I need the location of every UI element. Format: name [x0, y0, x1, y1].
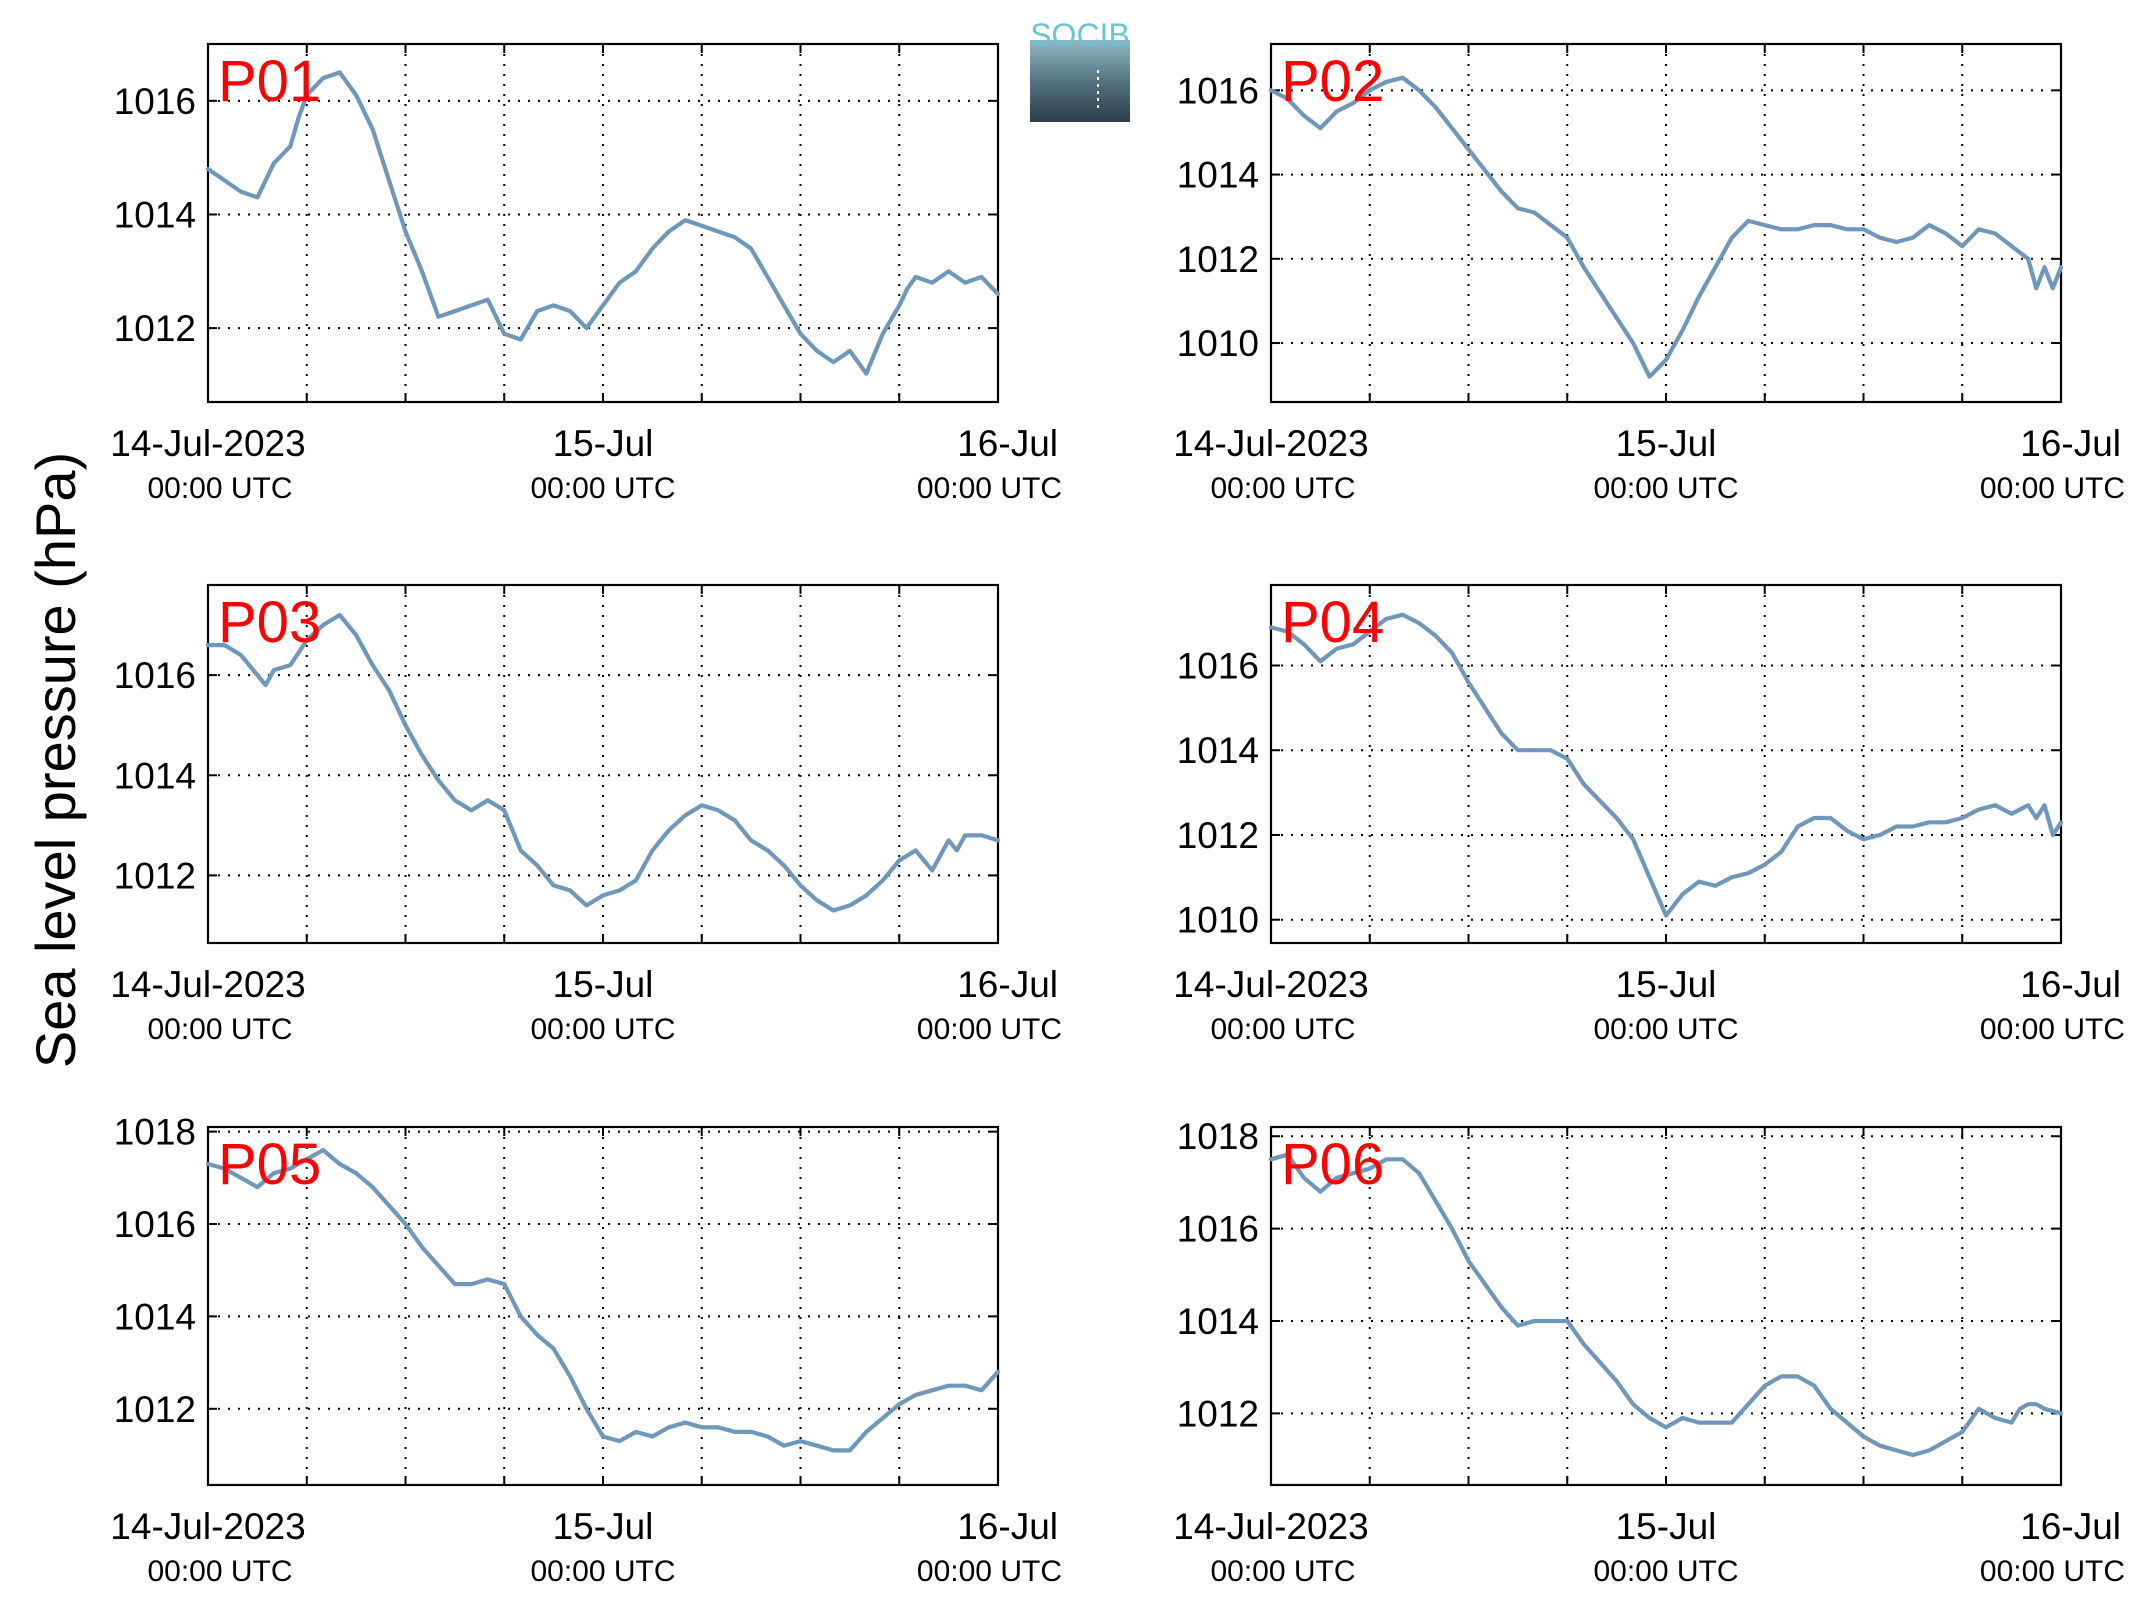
x-tick-label: 16-Jul: [2020, 1506, 2121, 1547]
x-tick-label: 14-Jul-2023: [1173, 964, 1368, 1005]
panel-p03: 1012 1014 1016 14-Jul-2023 00:00 UTC 15-Jul 00…: [110, 583, 1062, 1046]
plot-area-p05: [206, 1125, 1000, 1487]
y-tick-label: 1016: [114, 1204, 196, 1245]
y-tick-label: 1012: [1177, 239, 1259, 280]
x-tick-label: 15-Jul: [1616, 423, 1717, 464]
x-tick-label: 16-Jul: [2020, 964, 2121, 1005]
x-tick-sublabel: 00:00 UTC: [1210, 1555, 1355, 1588]
x-tick-label: 14-Jul-2023: [110, 423, 305, 464]
x-tick-label: 16-Jul: [957, 1506, 1058, 1547]
socib-logo: SOCIB: [1030, 17, 1130, 122]
panel-p05: 1012 1014 1016 1018 14-Jul-2023 00:00 UTC 15-J…: [110, 1112, 1062, 1588]
panel-p04: 1010 1012 1014 1016 14-Jul-2023 00:00 UTC 15-J…: [1173, 583, 2125, 1046]
plot-area-p01: [206, 42, 1000, 404]
x-tick-label: 15-Jul: [553, 423, 654, 464]
y-tick-label: 1012: [1177, 815, 1259, 856]
y-tick-label: 1014: [1177, 1301, 1259, 1342]
series-line-p03: [205, 612, 1001, 913]
x-tick-label: 15-Jul: [1616, 964, 1717, 1005]
x-tick-sublabel: 00:00 UTC: [1210, 472, 1355, 505]
x-tick-sublabel: 00:00 UTC: [530, 472, 675, 505]
panel-label-p01: P01: [218, 49, 321, 114]
series-line-p01: [205, 70, 1001, 376]
x-tick-sublabel: 00:00 UTC: [917, 1013, 1062, 1046]
panel-grid: 1012 1014 1016 14-Jul-2023 00:00 UTC 15-Jul 00…: [110, 42, 2125, 1588]
x-tick-sublabel: 00:00 UTC: [1593, 1555, 1738, 1588]
y-tick-label: 1016: [1177, 645, 1259, 686]
y-tick-label: 1014: [114, 1296, 196, 1337]
x-tick-sublabel: 00:00 UTC: [1980, 1555, 2125, 1588]
x-tick-label: 15-Jul: [553, 1506, 654, 1547]
x-tick-sublabel: 00:00 UTC: [1593, 1013, 1738, 1046]
x-tick-label: 14-Jul-2023: [1173, 1506, 1368, 1547]
panel-label-p04: P04: [1281, 590, 1384, 655]
y-tick-label: 1010: [1177, 900, 1259, 941]
y-tick-label: 1010: [1177, 323, 1259, 364]
y-tick-label: 1018: [1177, 1116, 1259, 1157]
x-tick-sublabel: 00:00 UTC: [530, 1013, 675, 1046]
x-tick-sublabel: 00:00 UTC: [917, 1555, 1062, 1588]
series-line-p06: [1268, 1152, 2064, 1458]
series-line-p04: [1268, 612, 2064, 918]
socib-logo-text: SOCIB: [1030, 17, 1130, 53]
panel-p06: 1012 1014 1016 1018 14-Jul-2023 00:00 UTC 15-J…: [1173, 1116, 2125, 1588]
y-tick-label: 1014: [1177, 730, 1259, 771]
x-tick-sublabel: 00:00 UTC: [147, 1013, 292, 1046]
x-tick-label: 16-Jul: [957, 964, 1058, 1005]
x-tick-sublabel: 00:00 UTC: [1210, 1013, 1355, 1046]
y-axis-label: Sea level pressure (hPa): [24, 452, 87, 1068]
x-tick-sublabel: 00:00 UTC: [147, 1555, 292, 1588]
plot-area-p02: [1269, 42, 2063, 404]
plot-area-p06: [1269, 1125, 2063, 1487]
x-tick-sublabel: 00:00 UTC: [1980, 1013, 2125, 1046]
x-tick-label: 15-Jul: [1616, 1506, 1717, 1547]
socib-logo-mark: [1030, 40, 1130, 122]
series-line-p05: [205, 1148, 1001, 1453]
x-tick-label: 15-Jul: [553, 964, 654, 1005]
y-tick-label: 1014: [114, 755, 196, 796]
y-tick-label: 1016: [114, 81, 196, 122]
x-tick-sublabel: 00:00 UTC: [147, 472, 292, 505]
plot-area-p03: [206, 583, 1000, 945]
x-tick-sublabel: 00:00 UTC: [530, 1555, 675, 1588]
panel-label-p06: P06: [1281, 1132, 1384, 1197]
x-tick-label: 14-Jul-2023: [110, 1506, 305, 1547]
x-tick-sublabel: 00:00 UTC: [1980, 472, 2125, 505]
y-tick-label: 1012: [1177, 1393, 1259, 1434]
x-tick-sublabel: 00:00 UTC: [917, 472, 1062, 505]
x-tick-label: 14-Jul-2023: [110, 964, 305, 1005]
panel-p02: 1010 1012 1014 1016 14-Jul-2023 00:00 UTC 15-J…: [1173, 42, 2125, 505]
x-tick-label: 14-Jul-2023: [1173, 423, 1368, 464]
plot-area-p04: [1269, 583, 2063, 945]
y-tick-label: 1018: [114, 1112, 196, 1153]
x-tick-label: 16-Jul: [2020, 423, 2121, 464]
x-tick-label: 16-Jul: [957, 423, 1058, 464]
y-tick-label: 1014: [1177, 155, 1259, 196]
y-tick-label: 1016: [1177, 70, 1259, 111]
panel-label-p05: P05: [218, 1132, 321, 1197]
y-tick-label: 1012: [114, 855, 196, 896]
y-tick-label: 1012: [114, 1389, 196, 1430]
series-line-p02: [1268, 75, 2064, 379]
panel-label-p03: P03: [218, 590, 321, 655]
y-tick-label: 1016: [1177, 1209, 1259, 1250]
y-tick-label: 1014: [114, 194, 196, 235]
x-tick-sublabel: 00:00 UTC: [1593, 472, 1738, 505]
y-tick-label: 1012: [114, 308, 196, 349]
panel-p01: 1012 1014 1016 14-Jul-2023 00:00 UTC 15-Jul 00…: [110, 42, 1062, 505]
panel-label-p02: P02: [1281, 49, 1384, 114]
y-tick-label: 1016: [114, 655, 196, 696]
